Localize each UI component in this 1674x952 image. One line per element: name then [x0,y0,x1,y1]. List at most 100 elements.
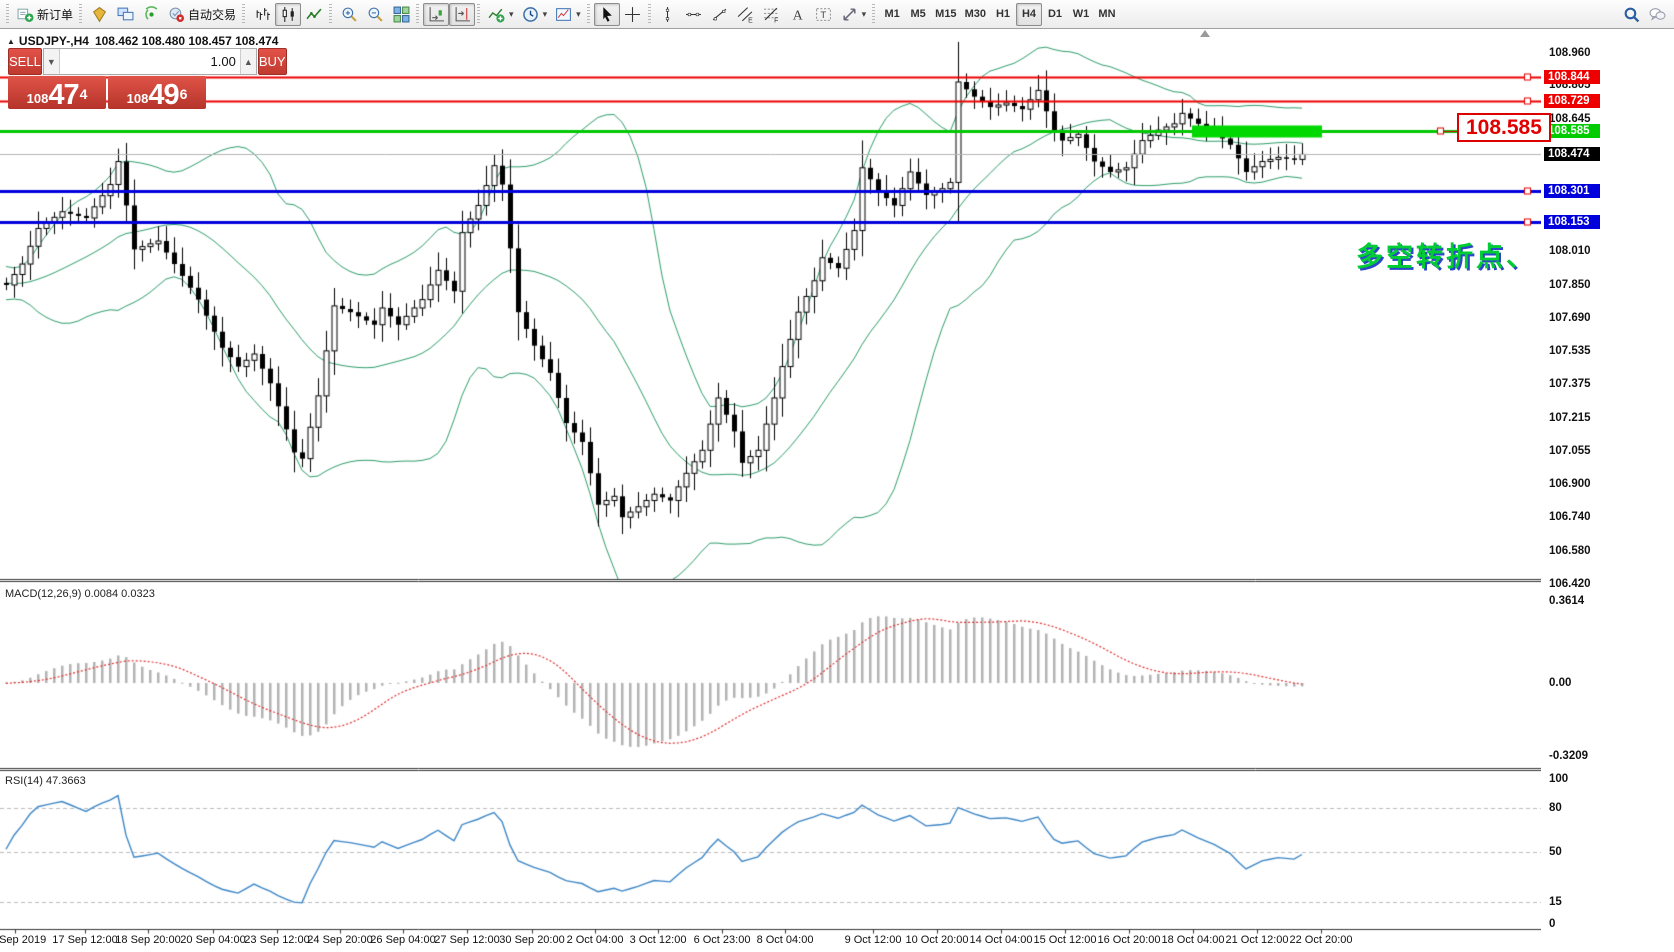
price-tick-label: 107.535 [1549,344,1591,357]
candlestick-chart-button[interactable] [275,2,302,26]
fibonacci-button[interactable]: F [759,3,785,26]
toolbar-grip[interactable] [586,4,590,24]
support-line-2-tag[interactable]: 108.153 [1544,214,1600,229]
text-label-icon: T [815,6,832,23]
price-tick-label: 106.580 [1549,544,1591,557]
indicators-icon [488,6,505,23]
macd-tick-label: 0.00 [1549,677,1572,689]
price-tick-label: 107.690 [1549,312,1591,325]
search-button[interactable] [1618,3,1644,26]
text-button[interactable]: A [785,3,811,26]
chevron-down-icon: ▼ [46,56,56,67]
tiles-icon [393,6,410,23]
time-axis-label: 6 Oct 23:00 [693,934,751,946]
chevron-down-icon: ▾ [861,8,867,19]
indicators-button[interactable]: ▾ [484,3,518,26]
profiles-button[interactable] [112,3,138,26]
timeframe-m15-button[interactable]: M15 [931,3,960,26]
current-price-tag[interactable]: 108.474 [1544,147,1600,162]
zoom-out-button[interactable] [362,3,388,26]
time-axis-label: 10 Oct 20:00 [905,934,969,946]
timeframe-m5-button[interactable]: M5 [905,3,931,26]
timeframe-h4-button[interactable]: H4 [1015,2,1042,26]
price-tick-label: 106.420 [1549,578,1591,591]
toolbar-grip[interactable] [647,4,651,24]
text-label-button[interactable]: T [811,3,837,26]
timeframe-m30-button[interactable]: M30 [961,3,990,26]
buy-price-big: 49 [148,79,179,111]
chart-canvas[interactable] [0,29,1674,952]
macd-tick-label: 0.3614 [1549,594,1585,607]
buy-price-tile[interactable]: 108 49 6 [108,76,206,111]
toolbar-grip[interactable] [477,4,481,24]
resistance-line-2-tag[interactable]: 108.729 [1544,94,1600,109]
crosshair-button[interactable] [620,3,646,26]
timeframe-w1-button[interactable]: W1 [1068,3,1094,26]
timeframe-m1-button[interactable]: M1 [879,3,905,26]
time-axis-label: 18 Oct 04:00 [1161,934,1225,946]
volume-input[interactable] [59,49,240,74]
toolbar-grip[interactable] [79,4,83,24]
support-line-1-tag[interactable]: 108.301 [1544,183,1600,198]
auto-scroll-button[interactable] [423,2,450,26]
equidistant-channel-button[interactable]: E [733,3,759,26]
metaeditor-button[interactable] [86,3,112,26]
time-axis-label: 8 Oct 04:00 [756,934,814,946]
timeframe-h1-button[interactable]: H1 [990,3,1016,26]
buy-button[interactable]: BUY [257,48,287,75]
timeframe-h4-button-label: H4 [1021,8,1036,20]
signals-button[interactable] [138,3,164,26]
collapse-icon[interactable]: ▲ [7,37,15,46]
autotrading-button[interactable]: 自动交易 [164,3,240,26]
new-order-button[interactable]: 新订单 [13,3,77,26]
arrange-windows-button[interactable] [388,3,414,26]
time-axis-label: 16 Sep 2019 [0,934,47,946]
vertical-line-button[interactable] [655,3,681,26]
time-axis-label: 22 Oct 20:00 [1289,934,1353,946]
macd-indicator-label: MACD(12,26,9) 0.0084 0.0323 [5,588,155,600]
toolbar-grip[interactable] [329,4,333,24]
bar-chart-button[interactable] [249,3,275,26]
chart-title: ▲ USDJPY-,H4 108.462 108.480 108.457 108.4… [7,34,278,48]
annotation-text[interactable]: 多空转折点、 [1356,242,1536,273]
horizontal-line-button[interactable] [681,3,707,26]
templates-button[interactable]: ▾ [551,3,585,26]
chart-shift-marker[interactable] [1200,30,1210,37]
pivot-line-tag[interactable]: 108.585 [1544,124,1600,139]
chevron-up-icon: ▲ [243,56,253,67]
line-chart-button[interactable] [301,3,327,26]
level-price-label[interactable]: 108.585 [1457,113,1551,142]
chevron-down-icon: ▾ [509,8,514,19]
zoom-in-button[interactable] [336,3,362,26]
toolbar-grip[interactable] [416,4,420,24]
cursor-button[interactable] [593,2,620,26]
toolbar-grip[interactable] [872,4,876,24]
volume-increase-button[interactable]: ▲ [239,49,256,74]
rsi-tick-label: 0 [1549,918,1556,930]
timeframe-d1-button[interactable]: D1 [1042,3,1068,26]
sell-price-tile[interactable]: 108 47 4 [8,76,106,110]
chat-button[interactable] [1644,3,1670,26]
trendline-button[interactable] [707,3,733,26]
sell-button[interactable]: SELL [8,48,42,75]
volume-decrease-button[interactable]: ▼ [43,49,60,74]
resistance-line-1-tag[interactable]: 108.844 [1544,69,1600,84]
price-axis[interactable]: 108.960 108.805 108.645 108.010 107.850 107.6… [1541,29,1674,952]
timeframe-mn-button[interactable]: MN [1094,3,1120,26]
shapes-button[interactable]: ▾ [837,3,871,26]
signals-icon [143,5,160,23]
zoom-in-icon [341,6,358,23]
metaeditor-icon [91,6,108,23]
rsi-tick-label: 50 [1549,845,1562,858]
toolbar-grip[interactable] [6,4,9,24]
periods-button[interactable]: ▾ [518,3,552,26]
chart-shift-button[interactable] [449,2,476,26]
time-axis-label: 20 Sep 04:00 [180,934,246,946]
time-axis-label: 16 Oct 20:00 [1097,934,1161,946]
toolbar-grip[interactable] [242,4,246,24]
search-icon [1623,6,1640,23]
new-order-button-label: 新订单 [37,7,74,22]
rsi-tick-label: 15 [1549,896,1562,909]
